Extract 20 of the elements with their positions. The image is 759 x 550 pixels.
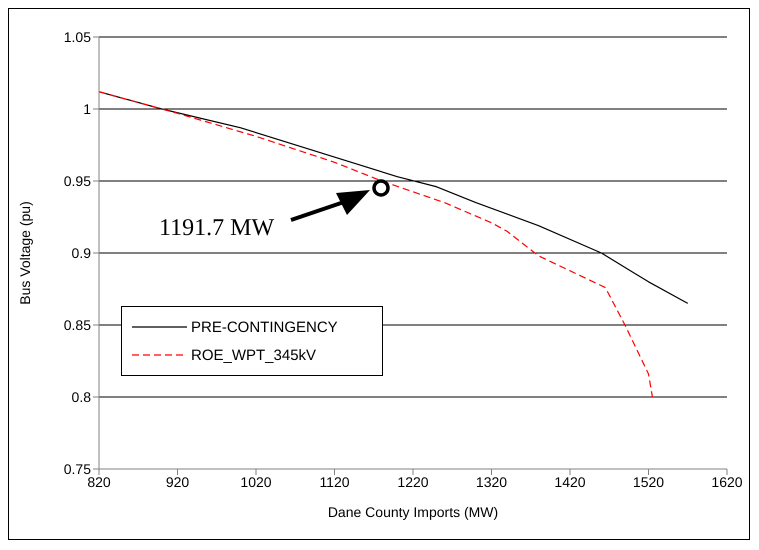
x-tick-label: 1520 [632,474,664,490]
y-tick-label: 0.9 [72,244,92,261]
y-axis-title: Bus Voltage (pu) [16,201,33,305]
y-tick-label: 0.8 [72,388,92,405]
legend-label: PRE-CONTINGENCY [191,318,338,336]
y-tick-label: 0.95 [64,172,92,189]
line-series [99,91,654,398]
x-tick-label: 1320 [476,474,508,490]
x-tick-label: 1120 [319,474,350,490]
x-tick-label: 1620 [711,474,743,490]
y-tick-label: 1 [83,100,92,117]
x-tick-label: 1420 [554,474,586,490]
annotation: 1191.7 MW [159,215,274,242]
x-tick-label: 1220 [397,474,429,490]
legend-label: ROE_WPT_345kV [191,346,316,364]
x-tick-label: 1020 [240,474,272,490]
x-tick-label: 920 [166,474,190,490]
x-axis-title: Dane County Imports (MW) [328,504,498,520]
y-tick-label: 0.85 [64,316,92,333]
y-tick-label: 1.05 [64,28,92,45]
